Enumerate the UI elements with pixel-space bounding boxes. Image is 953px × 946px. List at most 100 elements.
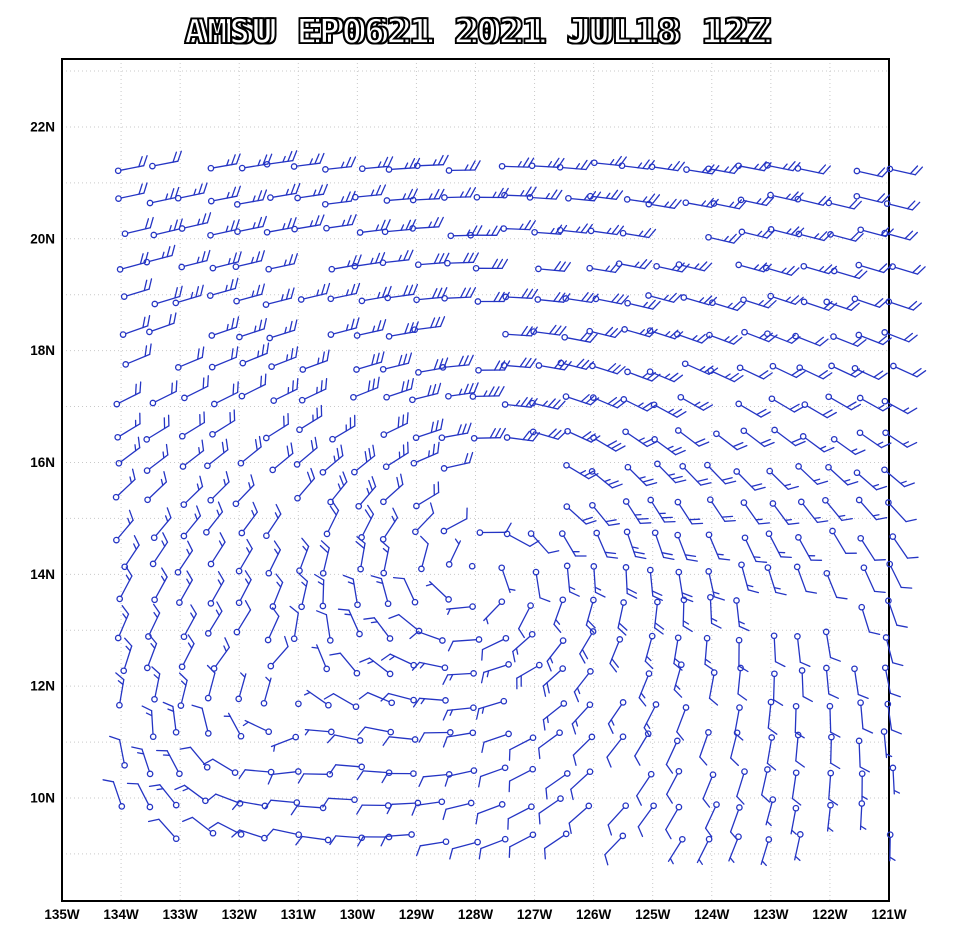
wind-barb (794, 195, 832, 206)
wind-barb (532, 568, 551, 603)
wind-barb (149, 380, 178, 407)
wind-barb (296, 404, 323, 434)
wind-barb (383, 377, 414, 401)
wind-barb (337, 608, 363, 638)
wind-barb (769, 500, 800, 525)
wind-barb (297, 282, 331, 303)
wind-barb (442, 704, 477, 721)
wind-barb (762, 264, 800, 276)
wind-barb (412, 502, 435, 536)
wind-barb (380, 540, 390, 577)
wind-barb (771, 426, 806, 447)
wind-barb (113, 381, 142, 408)
wind-barb (141, 705, 157, 741)
wind-barb (474, 291, 510, 305)
wind-barb (571, 701, 594, 735)
wind-barb (740, 296, 777, 309)
wind-barb (508, 831, 537, 858)
wind-barb (379, 352, 413, 373)
wind-barb (234, 215, 267, 235)
wind-barb (705, 531, 731, 561)
wind-barb (730, 729, 741, 767)
wind-barb (329, 763, 366, 775)
wind-barb (382, 736, 419, 746)
wind-barb (709, 299, 746, 312)
wind-barb (242, 719, 273, 736)
wind-barb (886, 165, 924, 176)
wind-barb (269, 573, 284, 610)
wind-barb (653, 598, 665, 635)
wind-barb (646, 327, 684, 340)
wind-barb (410, 441, 440, 467)
wind-barb (304, 728, 335, 736)
wind-barb (857, 226, 894, 238)
wind-barb (298, 378, 328, 404)
wind-barb (445, 538, 462, 568)
wind-barb (207, 219, 240, 239)
wind-barb (527, 530, 560, 554)
wind-barb (500, 357, 537, 369)
wind-barb (557, 358, 595, 370)
wind-barb (179, 439, 205, 470)
wind-barb (654, 460, 687, 484)
wind-barb (411, 661, 449, 672)
wind-barb (442, 729, 477, 748)
wind-barb (675, 261, 713, 272)
wind-barb (822, 628, 841, 662)
wind-barb (799, 433, 835, 453)
wind-barb (327, 282, 361, 303)
wind-barb (151, 285, 183, 308)
wind-barb (885, 597, 908, 628)
wind-barb (120, 637, 133, 675)
wind-barb (115, 672, 125, 709)
wind-barb (180, 505, 202, 540)
wind-barb (268, 346, 299, 370)
wind-barb (795, 230, 833, 242)
wind-barb (210, 381, 239, 408)
wind-barb (358, 691, 396, 707)
wind-barb (543, 830, 570, 860)
wind-barb (379, 507, 399, 543)
wind-barb (589, 394, 627, 409)
wind-barb (121, 535, 140, 571)
wind-barb (384, 283, 419, 302)
wind-barb (791, 769, 802, 806)
wind-barb (290, 152, 325, 170)
wind-barb (223, 712, 245, 740)
wind-barb (172, 284, 204, 307)
wind-barb (342, 574, 361, 609)
wind-barb (102, 779, 126, 810)
wind-barb (794, 633, 811, 668)
wind-barb (146, 186, 180, 207)
wind-barb (765, 796, 777, 827)
wind-barb (481, 634, 510, 661)
wind-barb (323, 214, 357, 232)
wind-barb (351, 184, 387, 201)
wind-barb (363, 617, 394, 642)
wind-barb (760, 836, 773, 867)
wind-barb (735, 400, 771, 418)
wind-barb (621, 326, 658, 338)
wind-barb (446, 603, 476, 615)
wind-barb (151, 567, 168, 604)
wind-barb (291, 214, 325, 233)
wind-barb (890, 362, 927, 378)
wind-barb (441, 287, 477, 302)
wind-barb (323, 501, 340, 538)
wind-barb (766, 467, 799, 490)
wind-barb (734, 704, 744, 741)
wind-barb (353, 351, 385, 373)
wind-barb (858, 603, 881, 636)
wind-barb (851, 665, 869, 700)
wind-barb (207, 471, 230, 504)
wind-barb (638, 670, 653, 707)
wind-barb (884, 700, 902, 735)
wind-barb (480, 661, 512, 684)
wind-barbs (102, 150, 927, 867)
wind-barb (825, 463, 859, 486)
wind-barb (208, 821, 245, 838)
wind-barb (295, 835, 332, 846)
wind-barb (823, 298, 860, 311)
x-tick-label: 132W (222, 907, 258, 922)
wind-barb (500, 219, 536, 232)
